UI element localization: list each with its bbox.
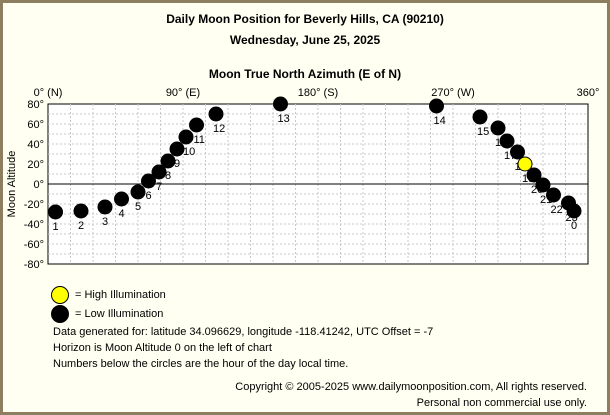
moon-point — [73, 203, 89, 219]
moon-point — [208, 106, 224, 122]
hour-label: 9 — [174, 158, 180, 170]
hour-label: 5 — [135, 201, 141, 213]
moon-point — [114, 191, 129, 207]
y-axis-label: Moon Altitude — [6, 151, 18, 218]
x-tick-labels: 0° (N) 90° (E) 180° (S) 270° (W) 360° — [34, 87, 600, 99]
hour-label: 13 — [278, 113, 290, 125]
moon-point — [130, 184, 146, 200]
moon-point — [472, 109, 488, 125]
hour-label: 22 — [551, 204, 563, 216]
hour-label: 4 — [119, 208, 125, 220]
y-tick-label: -60° — [24, 239, 44, 251]
legend-low-label: = Low Illumination — [75, 308, 164, 320]
moon-points: 12345678910111213141516171819202122230 — [48, 96, 582, 233]
moon-point — [189, 117, 204, 133]
x-tick-label: 270° (W) — [431, 87, 475, 99]
y-tick-label: -40° — [24, 219, 44, 231]
hour-label: 12 — [213, 123, 225, 135]
x-tick-label: 0° (N) — [34, 87, 63, 99]
y-tick-label: 60° — [27, 119, 44, 131]
moon-point — [273, 96, 288, 112]
hour-label: 10 — [183, 146, 195, 158]
hour-label: 15 — [477, 126, 489, 138]
legend-low-illumination: = Low Illumination — [51, 305, 163, 323]
moon-point — [429, 98, 444, 114]
hour-label: 6 — [146, 190, 152, 202]
yellow-circle-icon — [51, 286, 69, 304]
legend-high-illumination: = High Illumination — [51, 286, 166, 304]
hour-label: 14 — [434, 115, 446, 127]
hour-label: 0 — [571, 220, 577, 232]
moon-point — [510, 144, 525, 160]
y-tick-label: 0° — [33, 179, 44, 191]
hour-label: 8 — [165, 170, 171, 182]
moon-point — [490, 120, 506, 136]
moon-point — [517, 156, 533, 172]
moon-point — [169, 141, 185, 157]
chart-title: Daily Moon Position for Beverly Hills, C… — [166, 12, 444, 26]
hour-label: 1 — [53, 221, 59, 233]
moon-point — [151, 164, 167, 180]
y-tick-label: 80° — [27, 99, 44, 111]
moon-point — [48, 204, 63, 220]
y-tick-labels: 80° 60° 40° 20° 0° -20° -40° -60° -80° — [24, 99, 44, 271]
moon-point — [141, 173, 156, 189]
moon-point — [97, 199, 113, 215]
hour-label: 11 — [194, 134, 205, 146]
x-axis-label: Moon True North Azimuth (E of N) — [208, 67, 402, 81]
info-location: Data generated for: latitude 34.096629, … — [53, 326, 434, 338]
usage-note: Personal non commercial use only. — [416, 397, 587, 409]
moon-point — [566, 203, 582, 219]
moon-point — [178, 129, 194, 145]
info-hours: Numbers below the circles are the hour o… — [53, 358, 349, 370]
moon-position-plot: 0° (N) 90° (E) 180° (S) 270° (W) 360° 80°60°… — [6, 87, 600, 271]
y-tick-label: 40° — [27, 139, 44, 151]
black-circle-icon — [51, 305, 69, 323]
x-tick-label: 90° (E) — [166, 87, 200, 99]
y-tick-label: -20° — [24, 199, 44, 211]
moon-point — [535, 177, 551, 193]
y-tick-label: 20° — [27, 159, 44, 171]
moon-point — [546, 187, 561, 203]
x-tick-label: 180° (S) — [298, 87, 338, 99]
moon-point — [526, 167, 542, 183]
x-tick-label: 360° — [577, 87, 600, 99]
moon-point — [499, 133, 515, 149]
chart-date: Wednesday, June 25, 2025 — [229, 33, 381, 47]
copyright: Copyright © 2005-2025 www.dailymoonposit… — [235, 381, 587, 393]
hour-label: 2 — [78, 220, 84, 232]
moon-point — [160, 153, 176, 169]
legend-high-label: = High Illumination — [75, 289, 166, 301]
info-horizon: Horizon is Moon Altitude 0 on the left o… — [53, 342, 272, 354]
hour-label: 3 — [102, 216, 108, 228]
y-tick-label: -80° — [24, 259, 44, 271]
hour-label: 7 — [156, 181, 162, 193]
